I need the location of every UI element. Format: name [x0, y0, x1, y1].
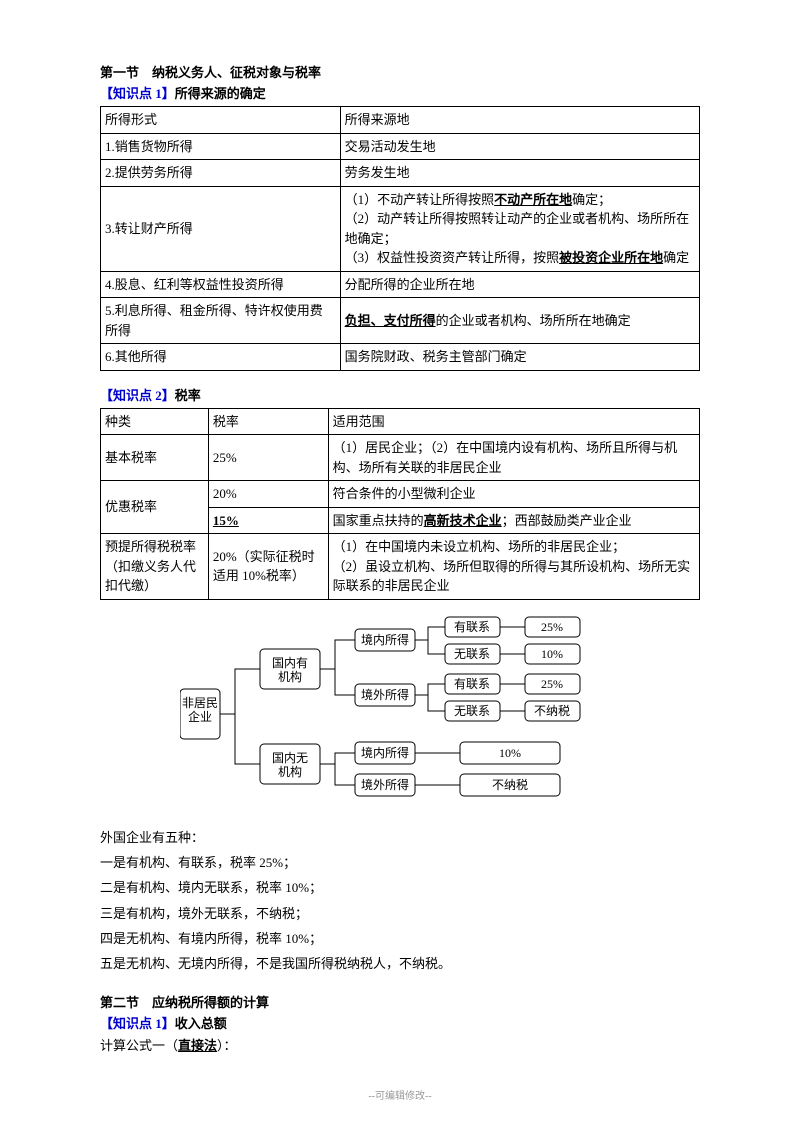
t2-h1: 税率	[208, 408, 328, 435]
line-2: 二是有机构、境内无联系，税率 10%；	[100, 876, 700, 899]
svg-text:境内所得: 境内所得	[361, 631, 409, 646]
t1-r5c0: 6.其他所得	[101, 344, 341, 371]
svg-text:境内所得: 境内所得	[361, 744, 409, 759]
svg-text:有联系: 有联系	[454, 676, 490, 690]
t1-r0c0: 1.销售货物所得	[101, 133, 341, 160]
t2-r1c1: 25%	[208, 435, 328, 481]
t1-r3c0: 4.股息、红利等权益性投资所得	[101, 271, 341, 298]
knowledge-point-1: 【知识点 1】所得来源的确定	[100, 83, 700, 102]
line-0: 外国企业有五种：	[100, 826, 700, 849]
table-1: 所得形式 所得来源地 1.销售货物所得 交易活动发生地 2.提供劳务所得 劳务发…	[100, 106, 700, 371]
formula-line: 计算公式一（直接法）：	[100, 1034, 700, 1057]
t2-r2ac2: 符合条件的小型微利企业	[328, 481, 699, 508]
svg-text:境外所得: 境外所得	[361, 776, 409, 791]
t1-r1c1: 劳务发生地	[340, 160, 699, 187]
t2-h2: 适用范围	[328, 408, 699, 435]
kp2-title: 税率	[175, 388, 201, 403]
svg-text:不纳税: 不纳税	[534, 703, 570, 717]
t1-r2c0: 3.转让财产所得	[101, 186, 341, 271]
t1-r2c1: （1）不动产转让所得按照不动产所在地确定； （2）动产转让所得按照转让动产的企业…	[340, 186, 699, 271]
t2-r3c0: 预提所得税税率（扣缴义务人代扣代缴）	[101, 534, 209, 600]
section-2-title: 第二节 应纳税所得额的计算	[100, 992, 700, 1011]
t1-r5c1: 国务院财政、税务主管部门确定	[340, 344, 699, 371]
t1-r4c0: 5.利息所得、租金所得、特许权使用费所得	[101, 298, 341, 344]
line-3: 三是有机构，境外无联系，不纳税；	[100, 902, 700, 925]
section-1-title: 第一节 纳税义务人、征税对象与税率	[100, 62, 700, 81]
table-2: 种类 税率 适用范围 基本税率 25% （1）居民企业；（2）在中国境内设有机构…	[100, 408, 700, 600]
t2-r2ac1: 20%	[208, 481, 328, 508]
t1-r1c0: 2.提供劳务所得	[101, 160, 341, 187]
tax-diagram: .bx{fill:#fff;stroke:#000;stroke-width:1…	[180, 614, 700, 818]
svg-text:有联系: 有联系	[454, 619, 490, 633]
svg-text:10%: 10%	[541, 646, 563, 660]
t2-r2bc2: 国家重点扶持的高新技术企业；西部鼓励类产业企业	[328, 507, 699, 534]
t2-r2c0: 优惠税率	[101, 481, 209, 534]
t1-h0: 所得形式	[101, 107, 341, 134]
knowledge-point-2: 【知识点 2】税率	[100, 385, 700, 404]
svg-text:25%: 25%	[541, 619, 563, 633]
line-4: 四是无机构、有境内所得，税率 10%；	[100, 927, 700, 950]
t2-r1c2: （1）居民企业；（2）在中国境内设有机构、场所且所得与机构、场所有关联的非居民企…	[328, 435, 699, 481]
svg-text:25%: 25%	[541, 676, 563, 690]
kp3-title: 收入总额	[175, 1016, 227, 1031]
svg-text:10%: 10%	[499, 745, 521, 759]
t2-r3c2: （1）在中国境内未设立机构、场所的非居民企业； （2）虽设立机构、场所但取得的所…	[328, 534, 699, 600]
line-1: 一是有机构、有联系，税率 25%；	[100, 851, 700, 874]
t1-r4c1: 负担、支付所得的企业或者机构、场所所在地确定	[340, 298, 699, 344]
kp3-label: 【知识点 1】	[100, 1016, 175, 1031]
svg-text:无联系: 无联系	[454, 646, 490, 660]
kp2-label: 【知识点 2】	[100, 388, 175, 403]
t1-r0c1: 交易活动发生地	[340, 133, 699, 160]
knowledge-point-3: 【知识点 1】收入总额	[100, 1013, 700, 1032]
svg-text:无联系: 无联系	[454, 703, 490, 717]
t2-h0: 种类	[101, 408, 209, 435]
line-5: 五是无机构、无境内所得，不是我国所得税纳税人，不纳税。	[100, 952, 700, 975]
svg-text:境外所得: 境外所得	[361, 686, 409, 701]
t2-r1c0: 基本税率	[101, 435, 209, 481]
kp1-title: 所得来源的确定	[175, 86, 266, 101]
svg-text:不纳税: 不纳税	[492, 777, 528, 791]
t2-r3c1: 20%（实际征税时适用 10%税率）	[208, 534, 328, 600]
t1-h1: 所得来源地	[340, 107, 699, 134]
kp1-label: 【知识点 1】	[100, 86, 175, 101]
t2-r2bc1: 15%	[208, 507, 328, 534]
page-footer: --可编辑修改--	[100, 1087, 700, 1102]
t1-r3c1: 分配所得的企业所在地	[340, 271, 699, 298]
